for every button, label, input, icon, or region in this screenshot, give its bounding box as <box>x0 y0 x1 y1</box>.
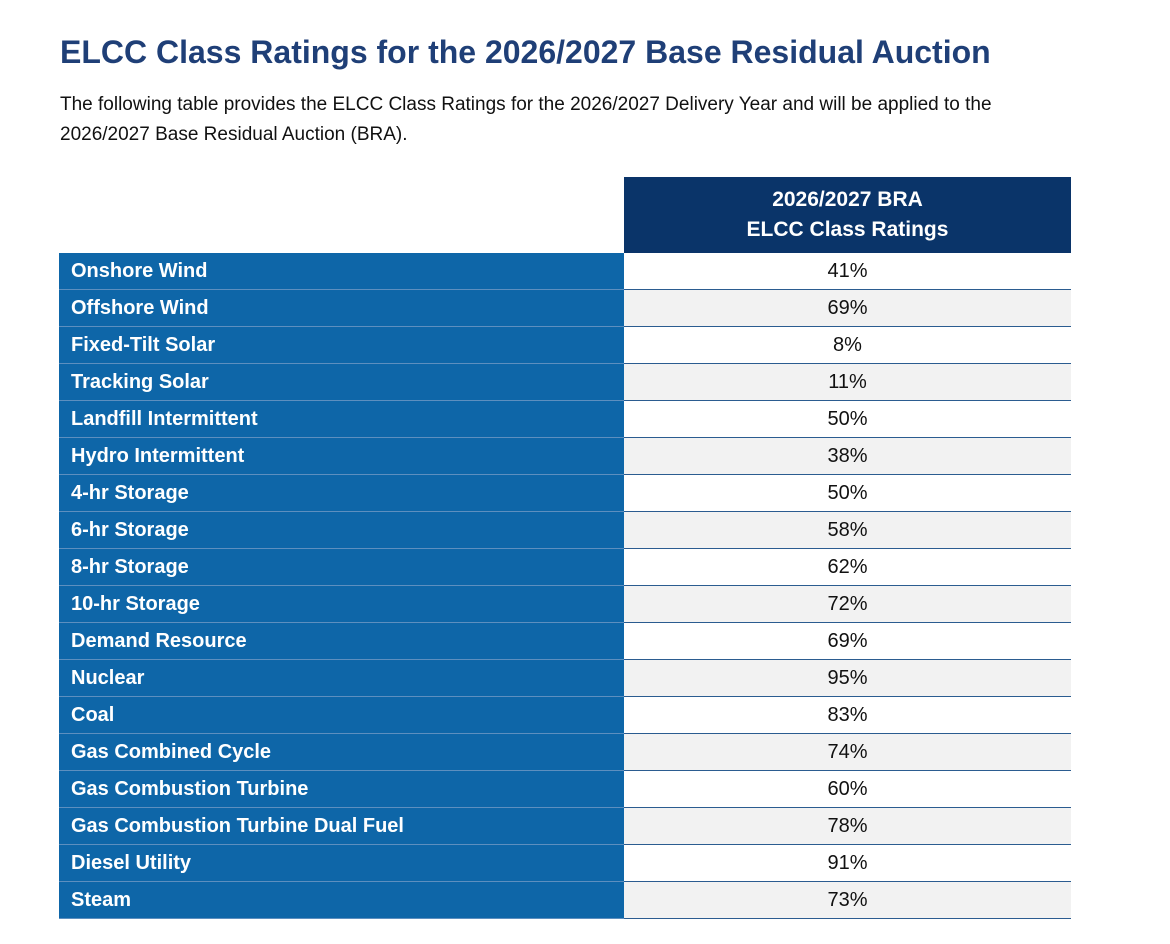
resource-class-name: Gas Combustion Turbine <box>59 770 624 808</box>
resource-class-name: 6-hr Storage <box>59 511 624 549</box>
header-line-1: 2026/2027 BRA <box>772 188 923 211</box>
table-row: 8-hr Storage 62% <box>59 548 1071 586</box>
elcc-rating-value: 72% <box>624 585 1071 623</box>
elcc-rating-value: 83% <box>624 696 1071 734</box>
resource-class-name: Offshore Wind <box>59 289 624 327</box>
elcc-rating-value: 69% <box>624 622 1071 660</box>
table-header-row: 2026/2027 BRA ELCC Class Ratings <box>59 177 1071 253</box>
table-body: Onshore Wind 41% Offshore Wind 69% Fixed-Til… <box>59 253 1071 919</box>
table-row: Gas Combustion Turbine Dual Fuel 78% <box>59 807 1071 845</box>
table-row: Hydro Intermittent 38% <box>59 437 1071 475</box>
resource-class-name: Diesel Utility <box>59 844 624 882</box>
table-row: 10-hr Storage 72% <box>59 585 1071 623</box>
elcc-rating-value: 41% <box>624 253 1071 290</box>
table-row: Steam 73% <box>59 881 1071 919</box>
intro-paragraph: The following table provides the ELCC Cl… <box>60 94 992 145</box>
ratings-column-header: 2026/2027 BRA ELCC Class Ratings <box>624 177 1071 253</box>
elcc-rating-value: 91% <box>624 844 1071 882</box>
resource-class-name: Gas Combustion Turbine Dual Fuel <box>59 807 624 845</box>
table-row: Offshore Wind 69% <box>59 289 1071 327</box>
elcc-rating-value: 8% <box>624 326 1071 364</box>
resource-class-name: Fixed-Tilt Solar <box>59 326 624 364</box>
table-row: Onshore Wind 41% <box>59 253 1071 290</box>
resource-class-name: 10-hr Storage <box>59 585 624 623</box>
resource-class-name: Steam <box>59 881 624 919</box>
elcc-rating-value: 78% <box>624 807 1071 845</box>
elcc-rating-value: 11% <box>624 363 1071 401</box>
elcc-rating-value: 62% <box>624 548 1071 586</box>
elcc-rating-value: 95% <box>624 659 1071 697</box>
table-row: 4-hr Storage 50% <box>59 474 1071 512</box>
elcc-rating-value: 58% <box>624 511 1071 549</box>
resource-class-name: 8-hr Storage <box>59 548 624 586</box>
resource-class-name: Tracking Solar <box>59 363 624 401</box>
elcc-rating-value: 74% <box>624 733 1071 771</box>
elcc-rating-value: 38% <box>624 437 1071 475</box>
elcc-rating-value: 60% <box>624 770 1071 808</box>
elcc-rating-value: 73% <box>624 881 1071 919</box>
table-row: 6-hr Storage 58% <box>59 511 1071 549</box>
table-row: Gas Combustion Turbine 60% <box>59 770 1071 808</box>
resource-class-name: Coal <box>59 696 624 734</box>
table-row: Nuclear 95% <box>59 659 1071 697</box>
table-row: Tracking Solar 11% <box>59 363 1071 401</box>
table-row: Gas Combined Cycle 74% <box>59 733 1071 771</box>
resource-class-name: Gas Combined Cycle <box>59 733 624 771</box>
page-title: ELCC Class Ratings for the 2026/2027 Bas… <box>60 34 991 70</box>
elcc-ratings-table: 2026/2027 BRA ELCC Class Ratings Onshore… <box>59 177 1071 919</box>
blank-header-cell <box>59 177 624 253</box>
table-row: Landfill Intermittent 50% <box>59 400 1071 438</box>
elcc-rating-value: 50% <box>624 474 1071 512</box>
elcc-rating-value: 50% <box>624 400 1071 438</box>
table-row: Demand Resource 69% <box>59 622 1071 660</box>
elcc-rating-value: 69% <box>624 289 1071 327</box>
header-line-2: ELCC Class Ratings <box>746 218 949 241</box>
resource-class-name: Nuclear <box>59 659 624 697</box>
table-row: Diesel Utility 91% <box>59 844 1071 882</box>
resource-class-name: Onshore Wind <box>59 253 624 290</box>
resource-class-name: 4-hr Storage <box>59 474 624 512</box>
resource-class-name: Hydro Intermittent <box>59 437 624 475</box>
table-row: Fixed-Tilt Solar 8% <box>59 326 1071 364</box>
table-row: Coal 83% <box>59 696 1071 734</box>
resource-class-name: Demand Resource <box>59 622 624 660</box>
resource-class-name: Landfill Intermittent <box>59 400 624 438</box>
